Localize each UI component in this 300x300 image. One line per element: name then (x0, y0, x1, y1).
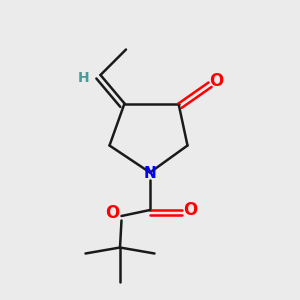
Text: O: O (105, 204, 120, 222)
Text: O: O (209, 72, 223, 90)
Text: O: O (183, 201, 198, 219)
Text: N: N (144, 167, 156, 182)
Text: H: H (78, 71, 90, 85)
